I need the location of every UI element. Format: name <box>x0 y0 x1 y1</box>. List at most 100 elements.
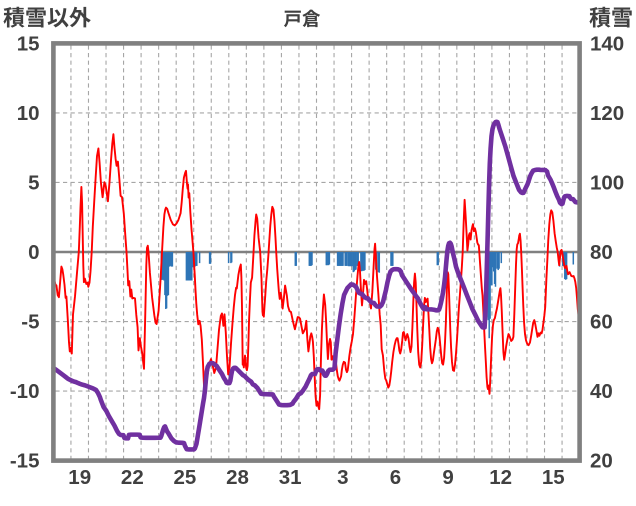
snowfall-bar <box>436 252 439 266</box>
snowfall-bar <box>337 252 340 266</box>
snowfall-bar <box>186 252 189 281</box>
snowfall-bar <box>170 252 173 267</box>
left-axis-tick-label: 15 <box>17 32 40 55</box>
snowfall-bar <box>497 252 499 271</box>
left-axis-tick-label: -10 <box>10 380 40 403</box>
snowfall-bar <box>190 252 192 281</box>
snowfall-bar <box>392 252 394 266</box>
snowfall-bar <box>344 252 346 266</box>
snowfall-bar <box>390 252 392 266</box>
kanji-積 <box>3 6 25 28</box>
snowfall-bar <box>164 252 166 296</box>
right-axis-title <box>589 6 632 28</box>
snowfall-bar <box>572 252 575 265</box>
snowfall-bar <box>357 252 359 266</box>
snowfall-bar <box>165 252 168 309</box>
snowfall-bar <box>327 252 330 266</box>
x-axis-tick-label: 28 <box>226 466 249 489</box>
snowfall-bar <box>492 252 494 268</box>
snowfall-bar <box>361 252 363 272</box>
plot-area-border <box>51 41 582 463</box>
snowfall-bar <box>171 252 174 267</box>
left-axis-tick-label: 5 <box>28 171 39 194</box>
snowfall-bar <box>348 252 351 267</box>
x-axis-tick-label: 25 <box>174 466 197 489</box>
snowfall-bar <box>437 252 439 266</box>
red-path <box>52 133 580 411</box>
snowfall-bar <box>162 252 164 280</box>
snowfall-bar <box>498 252 500 269</box>
snowfall-bar <box>492 252 495 272</box>
snowfall-bar <box>346 252 348 266</box>
snowfall-bar <box>339 252 342 266</box>
right-axis-tick-label: 80 <box>590 241 613 264</box>
snowfall-bar <box>347 252 350 267</box>
chart-title <box>283 9 321 28</box>
x-axis-tick-label: 22 <box>121 466 144 489</box>
snowfall-bar <box>377 252 380 273</box>
snow-path <box>51 119 581 452</box>
snowfall-bar <box>208 252 211 264</box>
snowfall-bar <box>209 252 212 264</box>
snowfall-bar <box>489 252 491 319</box>
snowfall-bar <box>230 252 232 264</box>
snowfall-bar <box>488 252 490 339</box>
right-axis-tick-label: 120 <box>590 102 624 125</box>
snowfall-bar <box>169 252 171 266</box>
snowfall-bar <box>191 252 193 281</box>
snowfall-bar <box>341 252 343 266</box>
right-axis-tick-label: 140 <box>590 32 624 55</box>
left-axis-tick-label: -5 <box>21 311 39 334</box>
snowfall-bar <box>362 252 364 271</box>
snowfall-bar <box>187 252 189 281</box>
snowfall-bar <box>352 252 355 273</box>
snowfall-bar <box>391 252 393 266</box>
x-axis-tick-label: 3 <box>337 466 348 489</box>
kanji-雪 <box>26 7 46 28</box>
snowfall-bar <box>349 252 352 267</box>
snowfall-bar <box>490 252 492 286</box>
kanji-積 <box>589 6 611 28</box>
snowfall-bar <box>189 252 191 281</box>
snowfall-bar <box>168 252 171 267</box>
left-axis-tick-label: -15 <box>10 450 40 473</box>
snowfall-bar <box>294 252 297 266</box>
snowfall-bar <box>325 252 328 266</box>
snowfall-bar <box>311 252 313 266</box>
left-axis-tick-label: 10 <box>17 102 40 125</box>
snowfall-bar <box>355 252 357 270</box>
snowfall-bar <box>194 252 196 267</box>
right-axis-tick-label: 100 <box>590 171 624 194</box>
snowfall-bar <box>188 252 190 281</box>
red-line-series <box>52 133 580 411</box>
snowfall-bar <box>227 252 230 264</box>
snowfall-bar <box>185 252 188 281</box>
snowfall-bar <box>336 252 339 266</box>
snowfall-bar <box>356 252 359 266</box>
snowfall-bar <box>166 252 169 296</box>
snowfall-bar <box>196 252 198 266</box>
snowfall-bar <box>493 252 496 284</box>
right-axis-tick-label: 60 <box>590 311 613 334</box>
snowfall-bar <box>496 252 498 269</box>
snowfall-bar <box>491 252 493 286</box>
snowfall-bar <box>494 252 497 287</box>
x-axis-tick-label: 9 <box>442 466 453 489</box>
kanji-以 <box>47 8 69 28</box>
kanji-倉 <box>302 9 321 28</box>
snowfall-bar <box>360 252 362 272</box>
snowfall-bar <box>195 252 197 266</box>
snowfall-bar <box>500 252 503 264</box>
snowfall-bar <box>165 252 167 310</box>
snowfall-bar <box>163 252 165 281</box>
snowfall-bar <box>326 252 328 266</box>
x-axis-tick-label: 19 <box>68 466 91 489</box>
kanji-戸 <box>283 10 301 28</box>
snowfall-bar <box>309 252 311 266</box>
snowfall-bar <box>353 252 355 272</box>
snowfall-bar <box>378 252 381 273</box>
snowfall-bar <box>354 252 356 271</box>
x-axis-tick-label: 31 <box>279 466 302 489</box>
